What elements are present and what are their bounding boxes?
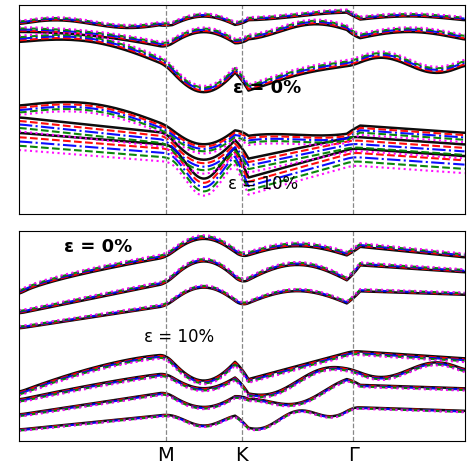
Text: ε = 10%: ε = 10% <box>144 328 214 346</box>
Text: ε = 0%: ε = 0% <box>233 79 301 97</box>
Text: ε = 10%: ε = 10% <box>228 175 299 193</box>
Text: ε = 0%: ε = 0% <box>64 238 132 256</box>
